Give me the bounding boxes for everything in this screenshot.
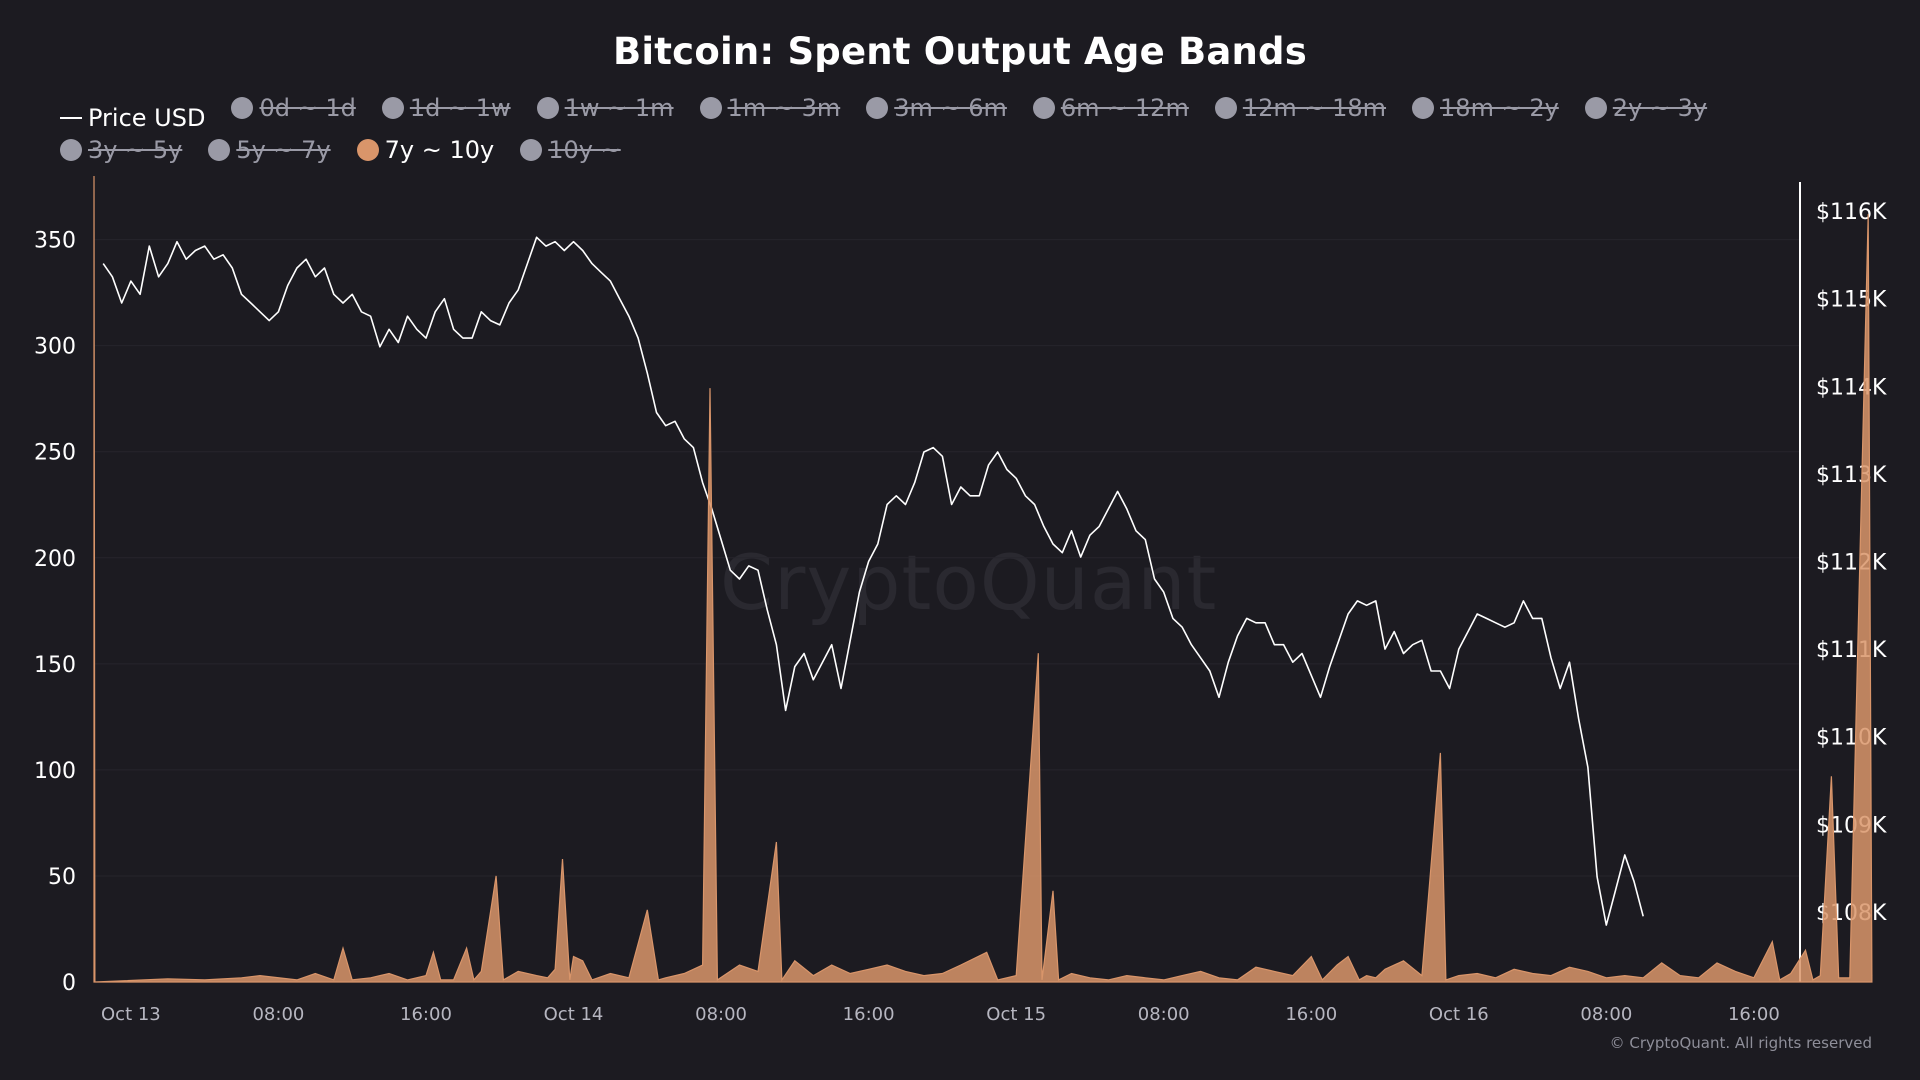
right-axis-tick-label: $115K: [1816, 288, 1887, 313]
legend-label: 5y ~ 7y: [236, 136, 331, 164]
legend-item-8[interactable]: 18m ~ 2y: [1412, 92, 1559, 124]
legend-label: 18m ~ 2y: [1440, 94, 1559, 122]
legend-item-5[interactable]: 3m ~ 6m: [866, 92, 1007, 124]
legend-line-marker: [60, 117, 82, 119]
legend-item-2[interactable]: 1d ~ 1w: [381, 92, 511, 124]
left-axis-tick-label: 250: [34, 441, 76, 466]
legend-circle-marker: [536, 97, 559, 119]
legend-circle-marker: [231, 97, 254, 119]
x-axis-tick-label: 08:00: [695, 1004, 747, 1025]
x-axis-tick-label: 16:00: [1285, 1004, 1337, 1025]
x-axis-tick-label: Oct 14: [544, 1004, 604, 1025]
copyright-text: © CryptoQuant. All rights reserved: [1609, 1034, 1872, 1052]
legend-item-11[interactable]: 5y ~ 7y: [208, 134, 331, 166]
legend-circle-marker: [208, 139, 231, 161]
legend-item-13[interactable]: 10y ~: [520, 134, 621, 166]
legend-label: 3m ~ 6m: [894, 94, 1007, 122]
left-axis-tick-label: 50: [48, 865, 76, 890]
legend-circle-marker: [1412, 97, 1435, 119]
right-axis-tick-label: $109K: [1816, 813, 1887, 838]
legend-label: 7y ~ 10y: [384, 136, 495, 164]
right-axis-tick-label: $114K: [1816, 375, 1887, 400]
left-axis-tick-label: 100: [34, 759, 76, 784]
legend-circle-marker: [60, 139, 82, 161]
legend-circle-marker: [381, 97, 404, 119]
x-axis-tick-label: 16:00: [843, 1004, 895, 1025]
left-axis-tick-label: 300: [34, 335, 76, 360]
legend-item-12[interactable]: 7y ~ 10y: [356, 134, 495, 166]
x-axis-tick-label: 16:00: [400, 1004, 452, 1025]
series-line-price-usd: [102, 236, 1644, 926]
legend-label: 0d ~ 1d: [259, 94, 356, 122]
legend-label: Price USD: [88, 104, 206, 132]
legend-circle-marker: [520, 139, 543, 161]
chart-legend: Price USD 0d ~ 1d 1d ~ 1w 1w ~ 1m 1m ~ 3m 3m …: [60, 92, 1880, 169]
legend-label: 12m ~ 18m: [1242, 94, 1387, 122]
legend-circle-marker: [1584, 97, 1607, 119]
right-axis-tick-label: $111K: [1816, 638, 1887, 663]
legend-label: 1w ~ 1m: [564, 94, 674, 122]
left-axis-tick-label: 200: [34, 547, 76, 572]
x-axis-tick-label: 16:00: [1728, 1004, 1780, 1025]
legend-label: 6m ~ 12m: [1060, 94, 1189, 122]
right-axis-tick-label: $110K: [1816, 726, 1887, 751]
right-axis-tick-label: $113K: [1816, 463, 1887, 488]
legend-item-9[interactable]: 2y ~ 3y: [1584, 92, 1708, 124]
legend-item-1[interactable]: 0d ~ 1d: [231, 92, 356, 124]
left-axis-tick-label: 150: [34, 653, 76, 678]
legend-label: 1m ~ 3m: [727, 94, 841, 122]
left-axis-tick-label: 350: [34, 229, 76, 254]
legend-circle-marker: [1032, 97, 1055, 119]
legend-label: 3y ~ 5y: [88, 136, 183, 164]
legend-item-4[interactable]: 1m ~ 3m: [699, 92, 841, 124]
chart-title: Bitcoin: Spent Output Age Bands: [613, 30, 1307, 73]
legend-item-6[interactable]: 6m ~ 12m: [1032, 92, 1189, 124]
left-axis-tick-label: 0: [62, 971, 76, 996]
x-axis-tick-label: 08:00: [252, 1004, 304, 1025]
x-axis-tick-label: Oct 13: [101, 1004, 161, 1025]
right-axis-tick-label: $112K: [1816, 550, 1887, 575]
legend-circle-marker: [699, 97, 722, 119]
series-area-7y-10y: [93, 175, 1873, 983]
legend-item-0[interactable]: Price USD: [60, 102, 205, 134]
legend-circle-marker: [1214, 97, 1237, 119]
legend-label: 2y ~ 3y: [1612, 94, 1708, 122]
legend-item-10[interactable]: 3y ~ 5y: [60, 134, 182, 166]
legend-item-7[interactable]: 12m ~ 18m: [1214, 92, 1387, 124]
right-axis-tick-label: $116K: [1816, 200, 1887, 225]
x-axis-tick-label: 08:00: [1138, 1004, 1190, 1025]
legend-label: 10y ~: [548, 136, 621, 164]
legend-circle-marker: [356, 139, 379, 161]
x-axis-tick-label: Oct 15: [986, 1004, 1046, 1025]
legend-circle-marker: [866, 97, 889, 119]
legend-label: 1d ~ 1w: [409, 94, 511, 122]
legend-item-3[interactable]: 1w ~ 1m: [536, 92, 674, 124]
x-axis-tick-label: Oct 16: [1429, 1004, 1489, 1025]
x-axis-tick-label: 08:00: [1580, 1004, 1632, 1025]
